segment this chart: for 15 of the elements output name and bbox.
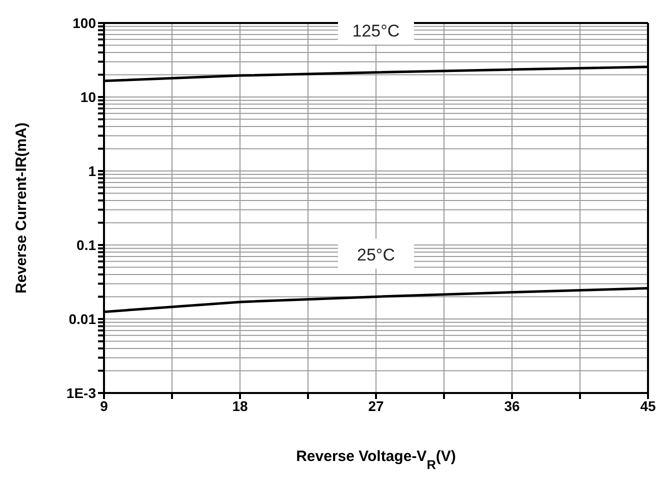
y-tick-label: 1 — [88, 162, 96, 179]
y-axis-title: Reverse Current-IR(mA) — [13, 122, 30, 294]
annotation: 25°C — [357, 246, 395, 265]
x-axis-title: Reverse Voltage-V$_{R}$(V) — [296, 448, 456, 472]
y-tick-label: 10 — [80, 88, 96, 105]
annotation: 125°C — [352, 21, 400, 40]
y-tick-label: 0.1 — [76, 236, 96, 253]
y-tick-label: 0.01 — [68, 310, 96, 327]
x-tick-label: 18 — [232, 398, 248, 414]
x-tick-label: 27 — [368, 398, 384, 414]
y-tick-label: 1E-3 — [66, 384, 96, 401]
y-tick-label: 100 — [72, 14, 96, 31]
x-tick-label: 9 — [100, 398, 108, 414]
x-tick-label: 36 — [504, 398, 520, 414]
x-tick-label: 45 — [640, 398, 656, 414]
